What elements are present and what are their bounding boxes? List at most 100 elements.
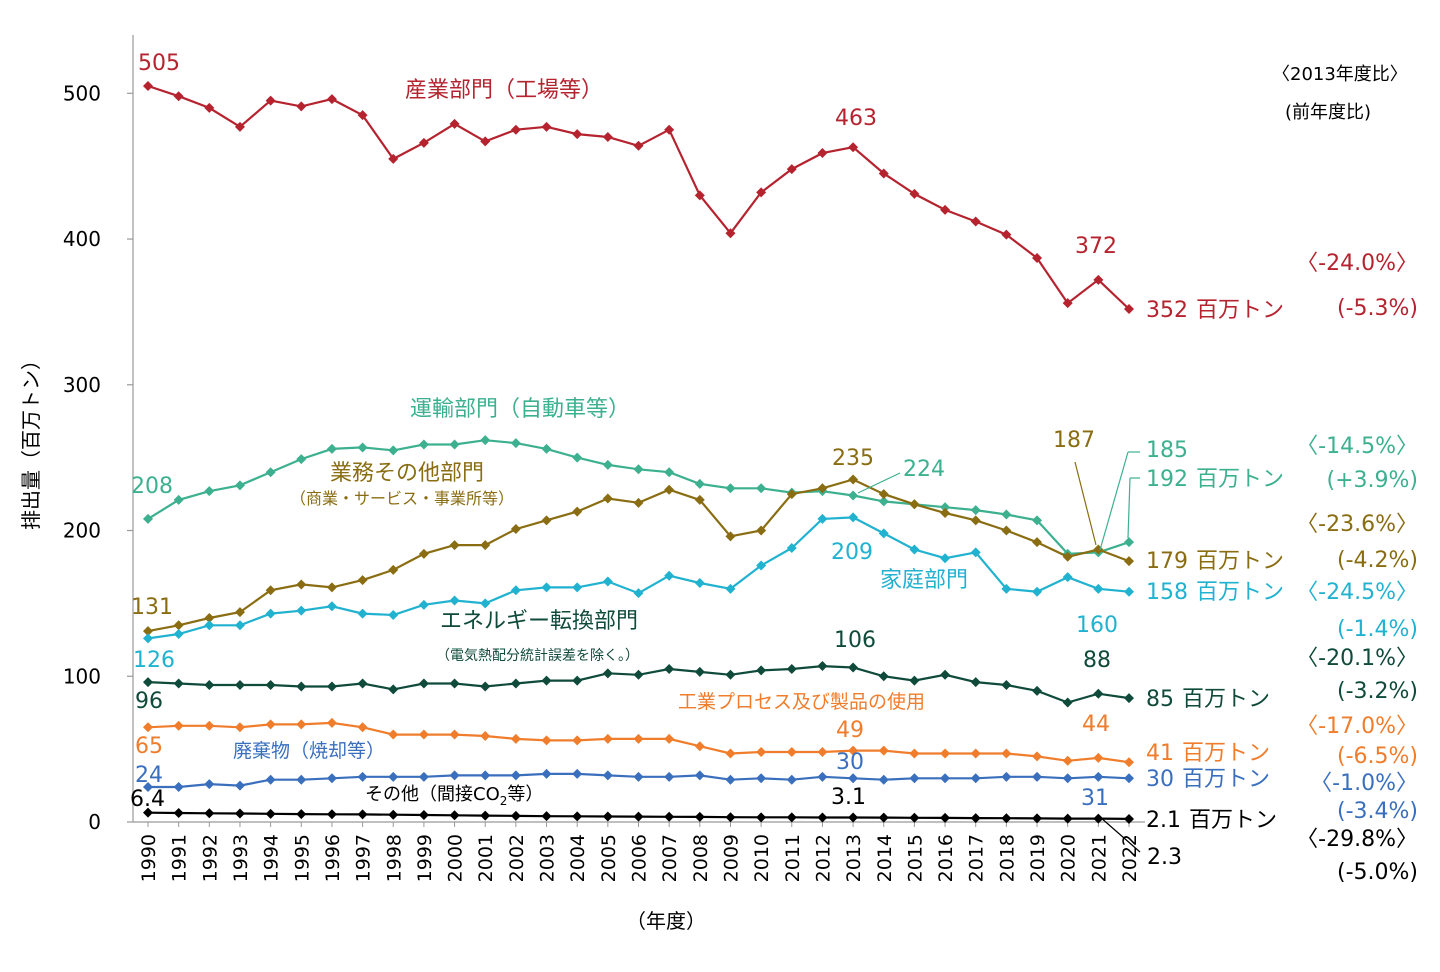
end-value: 85 — [1146, 687, 1174, 712]
data-point — [234, 121, 245, 132]
data-point — [480, 540, 491, 551]
data-point — [909, 748, 920, 759]
series-5 — [143, 717, 1134, 768]
x-tick-label: 2007 — [659, 834, 681, 882]
data-point — [143, 81, 153, 92]
y-tick-label: 200 — [63, 519, 101, 543]
data-point — [1093, 583, 1104, 594]
data-point — [143, 626, 153, 637]
data-point — [756, 483, 767, 494]
data-point — [602, 576, 613, 587]
data-point — [940, 502, 951, 513]
series-name-energy: エネルギー転換部門 — [440, 609, 638, 634]
data-point — [970, 677, 981, 688]
data-point — [1124, 773, 1134, 784]
series-name-transport: 運輸部門（自動車等） — [410, 397, 630, 422]
data-point — [480, 681, 491, 692]
data-point — [664, 467, 675, 478]
data-point — [418, 137, 429, 148]
pct-vs-2013: 〈-20.1%〉 — [1296, 646, 1418, 671]
data-point — [909, 675, 920, 686]
point-value-label: 49 — [836, 718, 864, 743]
data-point — [1124, 693, 1134, 704]
x-tick-label: 2019 — [1027, 834, 1049, 882]
data-point — [725, 483, 736, 494]
data-point — [786, 774, 797, 785]
data-point — [602, 493, 613, 504]
data-point — [1093, 752, 1104, 763]
x-tick-label: 2017 — [966, 834, 988, 882]
data-point — [510, 585, 521, 596]
data-point — [970, 773, 981, 784]
data-point — [204, 620, 215, 631]
data-point — [572, 675, 583, 686]
data-point — [1032, 813, 1043, 824]
data-point — [1001, 229, 1012, 240]
x-tick-label: 1995 — [291, 834, 313, 882]
point-value-label: 6.4 — [130, 787, 165, 812]
data-point — [848, 745, 859, 756]
pct-vs-prev-year: (+3.9%) — [1327, 468, 1419, 493]
data-point — [756, 747, 767, 758]
series-name-process: 工業プロセス及び製品の使用 — [678, 691, 925, 713]
data-point — [357, 575, 368, 586]
data-point — [664, 570, 675, 581]
end-value-label: 30 百万トン — [1146, 767, 1270, 792]
point-value-label: 44 — [1082, 712, 1110, 737]
data-point — [326, 717, 337, 728]
data-point — [541, 735, 552, 746]
y-tick-label: 100 — [63, 664, 101, 688]
end-value-label: 179 百万トン — [1146, 549, 1284, 574]
data-point — [970, 748, 981, 759]
x-tick-label: 2014 — [874, 834, 896, 882]
data-point — [694, 577, 705, 588]
data-point — [694, 811, 705, 822]
end-unit: 百万トン — [1196, 580, 1284, 605]
data-point — [234, 620, 245, 631]
data-point — [326, 582, 337, 593]
data-point — [326, 601, 337, 612]
data-point — [848, 490, 859, 501]
end-unit: 百万トン — [1196, 467, 1284, 492]
data-point — [265, 585, 276, 596]
series-name-other: その他（間接CO2等） — [365, 784, 543, 808]
data-point — [418, 548, 429, 559]
data-point — [817, 812, 828, 823]
data-point — [234, 722, 245, 733]
point-value-label: 31 — [1081, 786, 1109, 811]
x-tick-label: 2010 — [751, 834, 773, 882]
data-point — [173, 628, 184, 639]
x-tick-label: 2022 — [1119, 834, 1141, 882]
data-point — [756, 560, 767, 571]
x-tick-label: 2016 — [935, 834, 957, 882]
data-point — [388, 771, 399, 782]
series-sublabel-energy: （電気熱配分統計誤差を除く。） — [436, 648, 639, 664]
data-point — [204, 779, 215, 790]
data-point — [143, 782, 153, 793]
data-point — [1032, 751, 1043, 762]
data-point — [357, 678, 368, 689]
data-point — [786, 543, 797, 554]
data-point — [1124, 303, 1134, 314]
data-point — [756, 665, 767, 676]
data-point — [234, 480, 245, 491]
data-point — [970, 515, 981, 526]
data-point — [296, 719, 307, 730]
point-value-label: 96 — [135, 689, 163, 714]
series-7 — [143, 807, 1134, 824]
leader-line — [1127, 477, 1131, 539]
data-point — [480, 731, 491, 742]
point-value-label: 209 — [831, 540, 873, 565]
data-point — [173, 807, 184, 818]
pct-vs-prev-year: (-4.2%) — [1337, 548, 1418, 573]
data-point — [510, 124, 521, 135]
x-tick-label: 2009 — [720, 834, 742, 882]
data-point — [449, 118, 460, 129]
point-value-label: 160 — [1076, 613, 1118, 638]
data-point — [173, 620, 184, 631]
data-point — [725, 583, 736, 594]
data-point — [265, 608, 276, 619]
pct-vs-2013: 〈-24.0%〉 — [1296, 251, 1418, 276]
pct-vs-prev-year: (-5.3%) — [1337, 296, 1418, 321]
data-point — [633, 588, 644, 599]
